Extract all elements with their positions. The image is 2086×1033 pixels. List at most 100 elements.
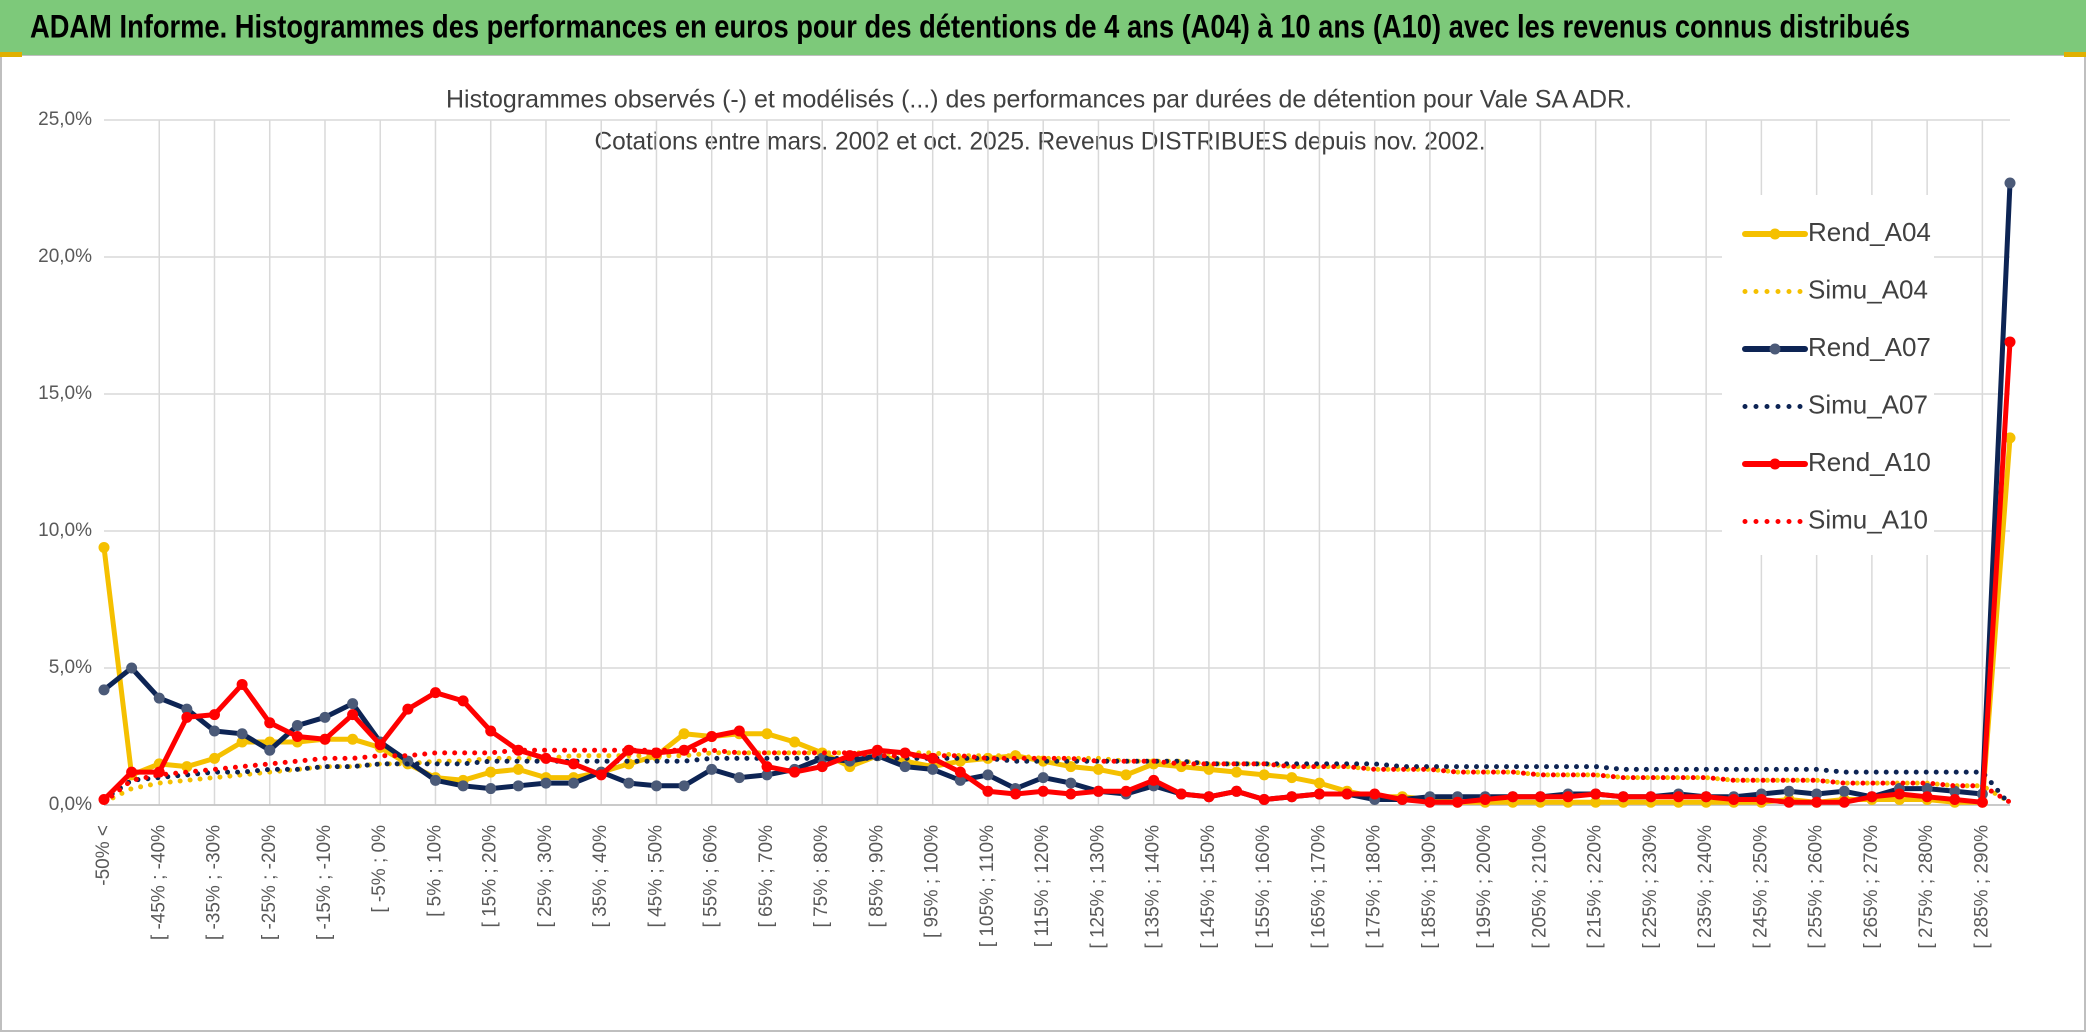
x-tick-label: [ -25% ; -20% <box>259 825 280 940</box>
data-point <box>1976 796 1988 808</box>
data-point <box>1645 791 1657 803</box>
data-point <box>1203 763 1215 775</box>
x-tick-label: [ 75% ; 80% <box>811 825 832 928</box>
x-tick-label: [ 25% ; 30% <box>535 825 556 928</box>
data-point <box>1452 796 1464 808</box>
y-tick-label: 5,0% <box>49 657 92 678</box>
data-point <box>1092 763 1104 775</box>
data-point <box>927 763 939 775</box>
data-point <box>126 766 138 778</box>
data-point <box>457 695 469 707</box>
data-point <box>982 785 994 797</box>
data-point <box>899 761 911 773</box>
data-point <box>347 733 359 745</box>
data-point <box>678 780 690 792</box>
data-point <box>733 725 745 737</box>
data-point <box>1286 772 1298 784</box>
data-point <box>1811 796 1823 808</box>
data-point <box>789 736 801 748</box>
legend-box <box>1722 195 1934 555</box>
data-point <box>2004 336 2016 348</box>
x-tick-label: [ -45% ; -40% <box>148 825 169 940</box>
data-point <box>319 711 331 723</box>
data-point <box>208 709 220 721</box>
x-tick-label: -50% < <box>93 825 114 886</box>
data-point <box>1811 788 1823 800</box>
data-point <box>1065 777 1077 789</box>
data-point <box>512 763 524 775</box>
data-point <box>1921 783 1933 795</box>
data-point <box>1037 772 1049 784</box>
x-tick-label: [ 15% ; 20% <box>480 825 501 928</box>
data-point <box>291 731 303 742</box>
data-point <box>623 777 635 789</box>
data-point <box>1231 785 1243 797</box>
x-tick-label: [ 235% ; 240% <box>1695 825 1716 949</box>
chart-subtitle: Cotations entre mars. 2002 et oct. 2025.… <box>595 128 1486 156</box>
data-point <box>1258 794 1270 806</box>
x-tick-label: [ 265% ; 270% <box>1861 825 1882 949</box>
data-point <box>1673 791 1685 803</box>
data-point <box>181 761 193 773</box>
x-tick-label: [ -15% ; -10% <box>314 825 335 940</box>
data-point <box>1369 788 1381 800</box>
series-line <box>101 747 2013 805</box>
x-tick-label: [ 225% ; 230% <box>1640 825 1661 949</box>
legend-label: Simu_A04 <box>1808 274 1928 304</box>
data-point <box>1065 761 1077 773</box>
x-tick-label: [ 125% ; 130% <box>1087 825 1108 949</box>
data-point <box>1120 769 1132 781</box>
x-tick-label: [ 65% ; 70% <box>756 825 777 928</box>
data-point <box>1617 791 1629 803</box>
data-point <box>1286 791 1298 803</box>
data-point <box>264 744 276 756</box>
data-point <box>153 692 165 704</box>
data-point <box>1894 788 1906 800</box>
data-point <box>1203 791 1215 803</box>
x-tick-label: [ 155% ; 160% <box>1253 825 1274 949</box>
data-point <box>789 766 801 778</box>
data-point <box>181 703 193 715</box>
legend-label: Rend_A07 <box>1808 332 1931 362</box>
x-tick-label: [ 105% ; 110% <box>977 825 998 947</box>
y-tick-label: 25,0% <box>38 109 92 130</box>
data-point <box>1424 796 1436 808</box>
data-point <box>1590 796 1602 808</box>
data-point <box>1037 785 1049 797</box>
data-point <box>1479 794 1491 806</box>
header-title: ADAM Informe. Histogrammes des performan… <box>30 8 1910 44</box>
data-point <box>1949 785 1961 797</box>
x-tick-label: [ 135% ; 140% <box>1143 825 1164 949</box>
chart-title: Histogrammes observés (-) et modélisés (… <box>446 86 1632 114</box>
data-point <box>1728 794 1740 806</box>
series-line <box>101 339 2013 805</box>
x-tick-label: [ 45% ; 50% <box>645 825 666 928</box>
data-point <box>623 744 635 756</box>
legend-marker <box>1769 228 1781 240</box>
x-tick-label: [ 35% ; 40% <box>590 825 611 928</box>
y-tick-label: 0,0% <box>49 794 92 815</box>
data-point <box>457 780 469 792</box>
data-point <box>402 703 414 715</box>
data-point <box>706 731 718 742</box>
data-point <box>1148 774 1160 786</box>
data-point <box>319 733 331 745</box>
x-tick-label: [ 145% ; 150% <box>1198 825 1219 949</box>
data-point <box>568 777 580 789</box>
data-point <box>1755 794 1767 806</box>
x-tick-label: [ 165% ; 170% <box>1308 825 1329 949</box>
x-tick-label: [ -35% ; -30% <box>204 825 225 940</box>
data-point <box>1783 796 1795 808</box>
y-tick-label: 15,0% <box>38 383 92 404</box>
x-tick-label: [ 95% ; 100% <box>922 825 943 938</box>
data-point <box>1590 788 1602 800</box>
data-point <box>650 780 662 792</box>
data-point <box>568 758 580 770</box>
x-tick-label: [ 195% ; 200% <box>1474 825 1495 949</box>
data-point <box>512 744 524 756</box>
x-tick-label: [ 205% ; 210% <box>1529 825 1550 949</box>
x-tick-label: [ 285% ; 290% <box>1971 825 1992 949</box>
data-point <box>595 769 607 781</box>
data-point <box>1092 785 1104 797</box>
